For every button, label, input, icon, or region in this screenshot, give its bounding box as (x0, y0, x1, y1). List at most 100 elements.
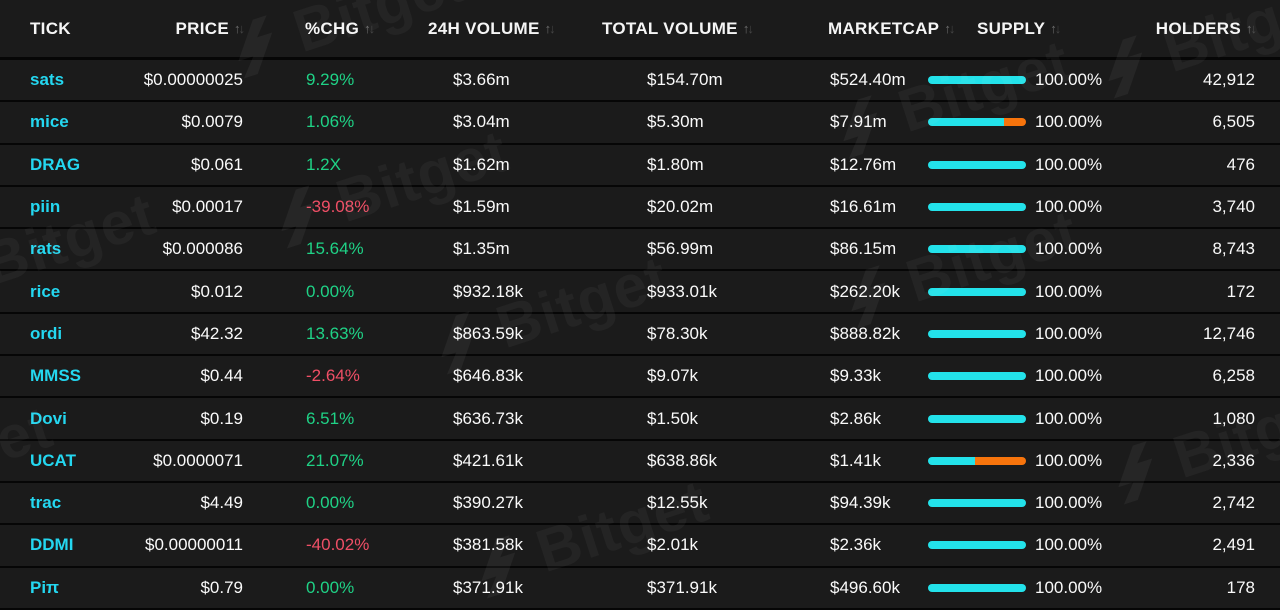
sort-down-icon: ↓ (948, 21, 955, 36)
tick-cell[interactable]: rice (30, 281, 61, 301)
table-row[interactable]: ordi $42.32 13.63% $863.59k $78.30k $888.82k 1… (0, 313, 1280, 357)
supply-bar-orange-segment (1004, 118, 1026, 127)
table-row[interactable]: mice $0.0079 1.06% $3.04m $5.30m $7.91m 100.00… (0, 102, 1280, 145)
marketcap-cell: $9.33k (830, 366, 882, 386)
tick-cell[interactable]: DRAG (30, 154, 81, 174)
table-row[interactable]: MMSS $0.44 -2.64% $646.83k $9.07k $9.33k 100.0… (0, 356, 1280, 399)
column-header-total-volume[interactable]: TOTAL VOLUME ↑↓ (580, 19, 790, 39)
tick-cell[interactable]: mice (30, 112, 69, 132)
supply-cell: 100.00% (926, 493, 1115, 513)
tick-cell[interactable]: Piπ (30, 577, 60, 597)
table-row[interactable]: rats $0.000086 15.64% $1.35m $56.99m $86.15m 1… (0, 229, 1280, 272)
volume-24h-cell: $1.35m (453, 239, 510, 259)
supply-percent-label: 100.00% (1035, 450, 1103, 470)
price-cell: $0.0079 (181, 112, 243, 132)
supply-percent-label: 100.00% (1035, 281, 1103, 301)
supply-bar-cyan-segment (928, 203, 1026, 212)
column-header-label: %CHG (305, 18, 360, 38)
holders-cell: 42,912 (1203, 70, 1255, 90)
holders-cell: 1,080 (1212, 408, 1255, 428)
sort-arrows-icon[interactable]: ↑↓ (1050, 22, 1061, 35)
sort-down-icon: ↓ (368, 21, 375, 36)
tick-cell[interactable]: rats (30, 239, 62, 259)
supply-progress-bar (928, 203, 1026, 212)
percent-change-cell: -40.02% (306, 535, 370, 555)
marketcap-cell: $16.61m (830, 197, 897, 217)
sort-up-icon: ↑ (742, 21, 749, 36)
holders-cell: 476 (1226, 154, 1255, 174)
tick-cell[interactable]: Dovi (30, 408, 67, 428)
sort-up-icon: ↑ (944, 21, 950, 36)
tick-cell[interactable]: sats (30, 70, 65, 90)
sort-arrows-icon[interactable]: ↑↓ (742, 21, 754, 36)
tick-cell[interactable]: piin (30, 197, 61, 217)
table-row[interactable]: rice $0.012 0.00% $932.18k $933.01k $262.20k 1… (0, 271, 1280, 314)
column-header-holders[interactable]: HOLDERS ↑↓ (1115, 19, 1280, 39)
volume-24h-cell: $932.18k (453, 281, 523, 301)
table-row[interactable]: piin $0.00017 -39.08% $1.59m $20.02m $16.61m 1… (0, 186, 1280, 230)
total-volume-cell: $20.02m (647, 197, 714, 217)
supply-progress-bar (928, 456, 1026, 465)
column-header--chg[interactable]: %CHG ↑↓ (245, 19, 400, 39)
tick-cell[interactable]: MMSS (30, 366, 81, 386)
column-header-marketcap[interactable]: MARKETCAP ↑↓ (790, 19, 955, 39)
supply-progress-bar (928, 245, 1026, 254)
sort-arrows-icon[interactable]: ↑↓ (364, 21, 375, 36)
price-cell: $0.0000071 (153, 450, 243, 470)
column-header-price[interactable]: PRICE ↑↓ (142, 19, 245, 39)
column-header-label: MARKETCAP (828, 18, 940, 38)
holders-cell: 2,742 (1212, 493, 1255, 513)
column-header-label: SUPPLY (977, 18, 1046, 38)
supply-cell: 100.00% (926, 535, 1115, 555)
supply-percent-label: 100.00% (1035, 197, 1103, 217)
supply-progress-bar (928, 541, 1026, 550)
supply-cell: 100.00% (926, 70, 1115, 90)
supply-cell: 100.00% (926, 366, 1115, 386)
table-header-row: TICK PRICE ↑↓ %CHG ↑↓ 24H VOLUME ↑↓ TOTAL VOLUM… (0, 0, 1280, 60)
supply-percent-label: 100.00% (1035, 323, 1103, 343)
sort-down-icon: ↓ (238, 21, 245, 36)
total-volume-cell: $933.01k (647, 281, 717, 301)
total-volume-cell: $5.30m (647, 112, 704, 132)
supply-percent-label: 100.00% (1035, 493, 1103, 513)
price-cell: $0.44 (200, 366, 243, 386)
sort-arrows-icon[interactable]: ↑↓ (545, 21, 556, 36)
column-header-24h-volume[interactable]: 24H VOLUME ↑↓ (400, 19, 580, 39)
table-body: sats $0.00000025 9.29% $3.66m $154.70m $524.4… (0, 60, 1280, 610)
price-cell: $0.00000011 (144, 535, 243, 555)
supply-bar-cyan-segment (928, 287, 1026, 296)
table-row[interactable]: DDMI $0.00000011 -40.02% $381.58k $2.01k $2.3… (0, 525, 1280, 568)
percent-change-cell: 13.63% (306, 323, 364, 343)
column-header-supply[interactable]: SUPPLY ↑↓ (926, 19, 1115, 39)
holders-cell: 172 (1226, 281, 1255, 301)
volume-24h-cell: $390.27k (453, 493, 523, 513)
volume-24h-cell: $636.73k (453, 408, 523, 428)
column-header-label: TICK (30, 18, 71, 38)
sort-arrows-icon[interactable]: ↑↓ (234, 21, 245, 36)
tick-cell[interactable]: trac (30, 493, 62, 513)
supply-progress-bar (928, 329, 1026, 338)
tick-cell[interactable]: DDMI (30, 535, 74, 555)
marketcap-cell: $496.60k (830, 577, 900, 597)
tick-cell[interactable]: UCAT (30, 450, 76, 470)
supply-percent-label: 100.00% (1035, 535, 1103, 555)
percent-change-cell: 9.29% (306, 70, 355, 90)
table-row[interactable]: sats $0.00000025 9.29% $3.66m $154.70m $524.4… (0, 60, 1280, 103)
volume-24h-cell: $3.04m (453, 112, 510, 132)
marketcap-cell: $2.86k (830, 408, 882, 428)
tick-cell[interactable]: ordi (30, 323, 63, 343)
percent-change-cell: 0.00% (306, 577, 355, 597)
supply-cell: 100.00% (926, 282, 1115, 302)
sort-arrows-icon[interactable]: ↑↓ (1246, 21, 1257, 36)
table-row[interactable]: Piπ $0.79 0.00% $371.91k $371.91k $496.60k 100… (0, 567, 1280, 610)
supply-bar-cyan-segment (928, 499, 1026, 508)
table-row[interactable]: Dovi $0.19 6.51% $636.73k $1.50k $2.86k 100.00… (0, 398, 1280, 441)
table-row[interactable]: trac $4.49 0.00% $390.27k $12.55k $94.39k 100.… (0, 482, 1280, 526)
sort-down-icon: ↓ (549, 21, 555, 36)
supply-percent-label: 100.00% (1035, 577, 1103, 597)
sort-arrows-icon[interactable]: ↑↓ (944, 21, 955, 36)
sort-up-icon: ↑ (1246, 21, 1252, 36)
table-row[interactable]: DRAG $0.061 1.2X $1.62m $1.80m $12.76m 100.00%… (0, 144, 1280, 187)
table-row[interactable]: UCAT $0.0000071 21.07% $421.61k $638.86k $1.4… (0, 440, 1280, 483)
